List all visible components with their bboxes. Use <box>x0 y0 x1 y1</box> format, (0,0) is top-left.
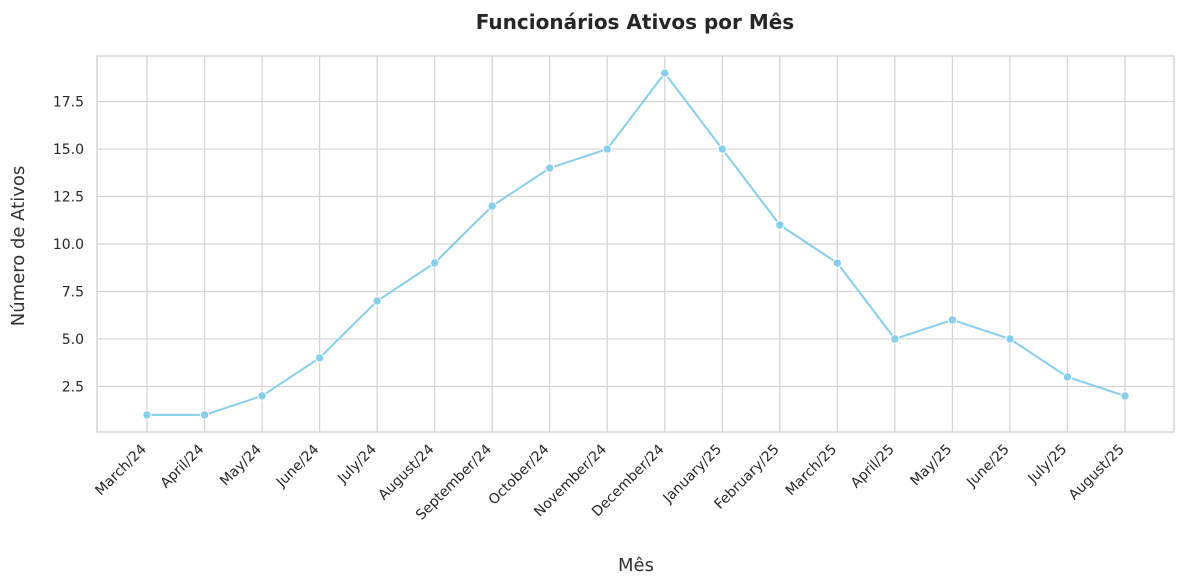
chart-title: Funcionários Ativos por Mês <box>476 10 794 34</box>
data-point <box>314 353 325 363</box>
data-point <box>832 258 843 268</box>
x-tick-label: May/25 <box>908 442 956 490</box>
x-tick-labels: March/24 April/24 May/24 June/24 July/24Augu… <box>92 441 1127 523</box>
data-point <box>142 410 152 420</box>
x-tick-label: August/25 <box>1066 442 1128 504</box>
x-tick-label: August/24 <box>376 441 438 503</box>
x-tick-label: April/25 <box>848 442 898 492</box>
x-tick-label: April/24 <box>157 441 207 491</box>
grid <box>97 56 1174 432</box>
y-tick-label: 17.5 <box>53 95 84 111</box>
y-tick-label: 2.5 <box>62 379 84 395</box>
data-point <box>429 258 440 268</box>
data-point <box>602 144 612 154</box>
y-tick-label: 15.0 <box>53 142 84 158</box>
y-tick-label: 10.0 <box>53 237 84 253</box>
x-tick-label: June/25 <box>963 442 1013 492</box>
x-tick-label: March/25 <box>783 442 840 499</box>
plot-frame <box>96 55 1175 433</box>
x-tick-label: June/24 <box>273 441 323 491</box>
x-tick-label: July/25 <box>1025 442 1071 488</box>
data-point <box>257 391 267 401</box>
data-point <box>199 410 210 420</box>
y-tick-label: 5.0 <box>62 332 84 348</box>
data-point <box>1120 391 1130 401</box>
data-point <box>1005 334 1015 344</box>
y-tick-labels: 2.5 5.0 7.5 10.0 12.5 15.0 17.5 <box>53 95 84 396</box>
data-point <box>1062 372 1073 382</box>
series-line <box>147 72 1126 416</box>
data-point <box>947 315 958 325</box>
data-point <box>372 296 382 306</box>
series-group <box>142 68 1130 420</box>
y-tick-label: 12.5 <box>53 190 84 206</box>
data-point <box>717 144 727 154</box>
x-tick-label: May/24 <box>217 441 265 489</box>
x-axis-label: Mês <box>618 555 654 576</box>
data-point <box>775 220 785 230</box>
data-point <box>487 201 497 211</box>
data-point <box>890 334 900 344</box>
y-tick-label: 7.5 <box>62 284 84 300</box>
y-axis-label: Número de Ativos <box>8 166 29 327</box>
data-point <box>660 68 670 78</box>
x-tick-label: July/24 <box>334 441 380 487</box>
x-tick-label: March/24 <box>92 441 149 498</box>
data-point <box>545 163 555 173</box>
